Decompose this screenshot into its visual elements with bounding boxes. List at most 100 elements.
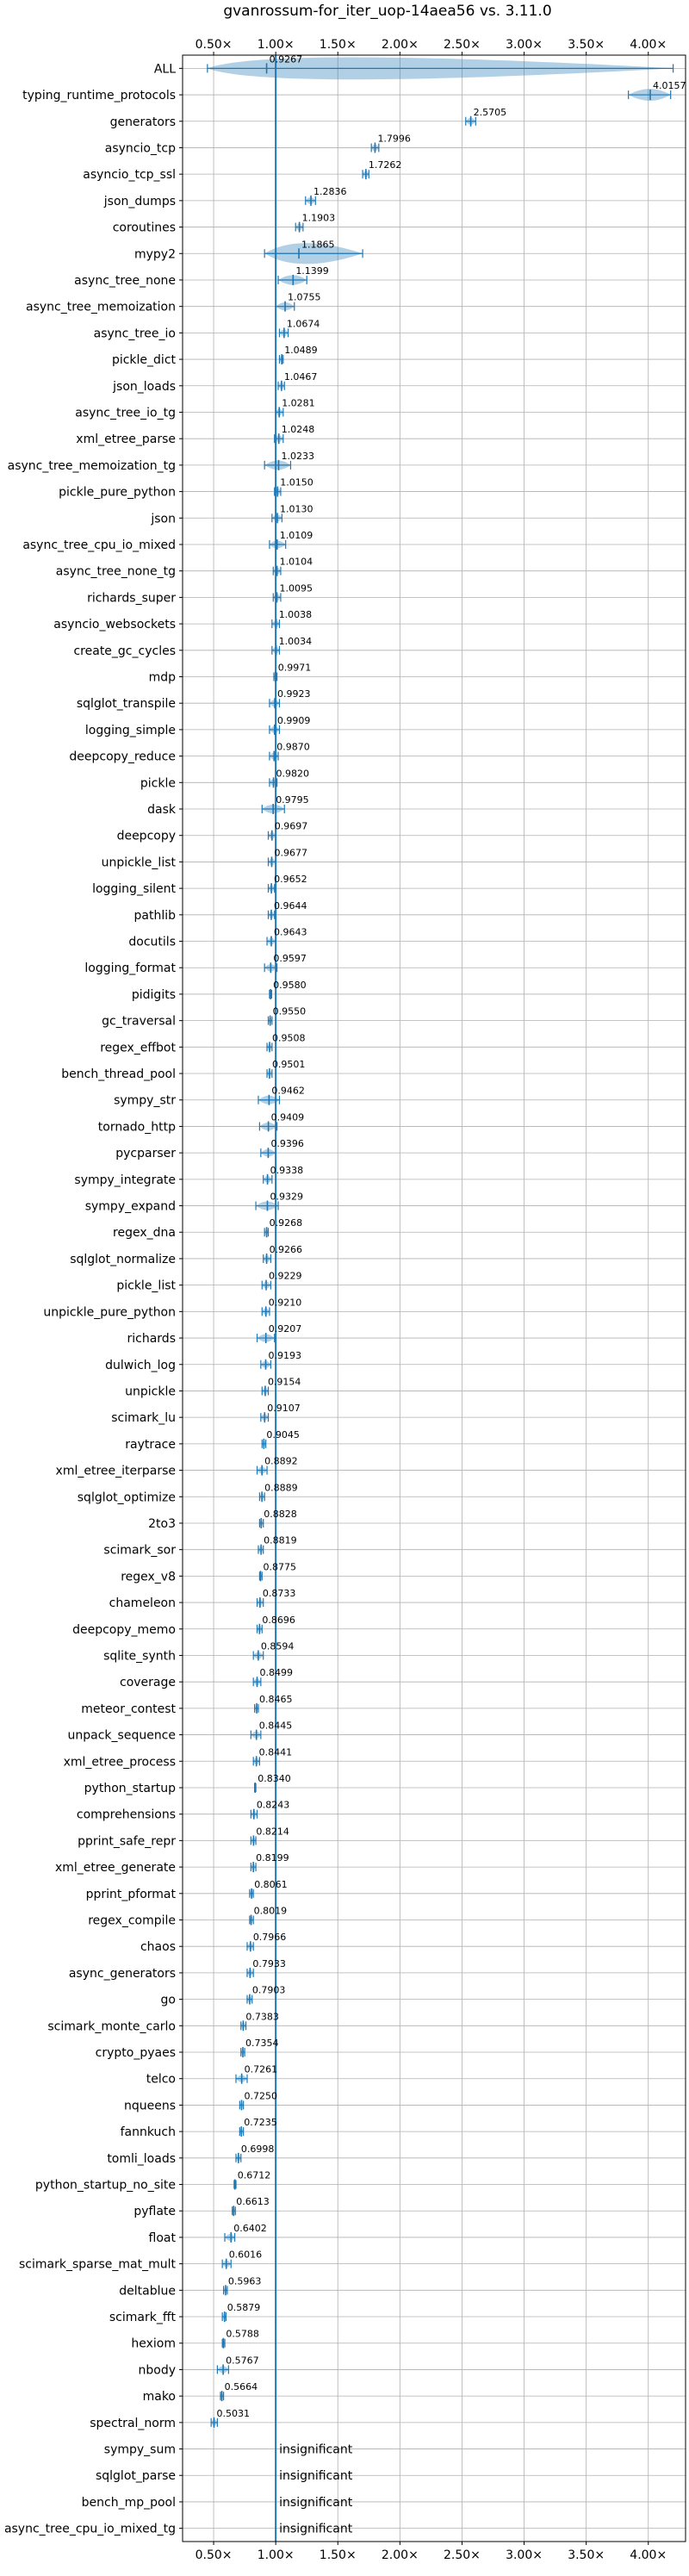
x-tick-label-top-6: 3.50× [568,38,605,52]
value-label-coroutines: 1.1903 [302,213,336,224]
category-label-asyncio_tcp_ssl: asyncio_tcp_ssl [83,168,176,182]
category-label-pathlib: pathlib [134,909,177,923]
category-label-scimark_fft: scimark_fft [109,2311,177,2324]
category-label-gc_traversal: gc_traversal [102,1015,176,1029]
category-label-ALL: ALL [154,62,176,76]
category-label-unpickle_list: unpickle_list [102,856,177,869]
category-label-xml_etree_parse: xml_etree_parse [76,432,176,446]
value-label-deepcopy_reduce: 0.9870 [276,742,310,753]
category-label-coverage: coverage [120,1676,176,1689]
value-label-regex_compile: 0.8019 [254,1906,288,1917]
category-label-comprehensions: comprehensions [77,1808,176,1822]
category-label-pickle_list: pickle_list [116,1279,176,1293]
category-label-python_startup: python_startup [84,1782,176,1795]
value-label-tomli_loads: 0.6998 [241,2144,275,2155]
category-label-regex_compile: regex_compile [88,1914,176,1928]
category-label-spectral_norm: spectral_norm [90,2417,176,2430]
x-tick-label-top-5: 3.00× [506,38,543,52]
category-label-json_dumps: json_dumps [103,195,176,208]
value-label-crypto_pyaes: 0.7354 [245,2038,279,2049]
value-label-chameleon: 0.8733 [263,1588,296,1599]
value-label-spectral_norm: 0.5031 [216,2408,250,2419]
value-label-scimark_sor: 0.8819 [264,1535,297,1546]
value-label-sympy_str: 0.9462 [271,1086,305,1097]
x-tick-label-bottom-3: 2.00× [382,2548,419,2562]
value-label-dask: 0.9795 [276,794,309,806]
chart-title: gvanrossum-for_iter_uop-14aea56 vs. 3.11… [223,3,551,20]
value-label-pycparser: 0.9396 [270,1138,304,1149]
category-label-xml_etree_process: xml_etree_process [64,1755,176,1769]
value-label-mako: 0.5664 [225,2381,258,2392]
category-label-pickle_dict: pickle_dict [112,353,177,367]
x-tick-label-bottom-2: 1.50× [320,2548,357,2562]
value-label-scimark_fft: 0.5879 [227,2302,261,2313]
value-label-json: 1.0130 [280,503,313,514]
value-label-xml_etree_iterparse: 0.8892 [264,1456,298,1467]
category-label-regex_dna: regex_dna [113,1226,176,1240]
category-label-asyncio_tcp: asyncio_tcp [105,141,176,155]
value-label-async_tree_cpu_io_mixed: 1.0109 [280,530,313,541]
value-label-xml_etree_parse: 1.0248 [282,424,315,435]
value-label-pickle: 0.9820 [276,768,310,779]
value-label-float: 0.6402 [233,2223,267,2234]
category-label-async_generators: async_generators [69,1967,176,1981]
value-label-unpack_sequence: 0.8445 [259,1720,293,1732]
value-label-logging_silent: 0.9652 [274,874,307,885]
insignificant-label-sympy_sum: insignificant [279,2443,353,2457]
value-label-mdp: 0.9971 [278,663,312,674]
category-label-fannkuch: fannkuch [121,2125,176,2139]
value-label-chaos: 0.7966 [253,1932,287,1943]
value-label-pickle_dict: 1.0489 [284,345,318,356]
category-label-raytrace: raytrace [125,1438,176,1452]
x-tick-label-bottom-5: 3.00× [506,2548,543,2562]
value-label-async_tree_memoization: 1.0755 [288,292,321,303]
category-label-pprint_pformat: pprint_pformat [86,1888,177,1901]
value-label-2to3: 0.8828 [264,1509,297,1520]
value-label-regex_v8: 0.8775 [263,1561,296,1572]
category-label-sqlite_synth: sqlite_synth [103,1649,176,1663]
value-label-deepcopy: 0.9697 [275,821,308,832]
value-label-coverage: 0.8499 [260,1667,294,1678]
value-label-bench_thread_pool: 0.9501 [272,1059,306,1070]
category-label-hexiom: hexiom [131,2337,176,2351]
category-label-unpickle: unpickle [125,1384,176,1398]
category-label-sympy_str: sympy_str [114,1094,176,1108]
x-tick-label-bottom-1: 1.00× [258,2548,295,2562]
category-label-async_tree_memoization: async_tree_memoization [26,301,176,314]
value-label-unpickle_pure_python: 0.9210 [269,1297,302,1308]
value-label-fannkuch: 0.7235 [244,2117,277,2128]
category-label-sympy_sum: sympy_sum [104,2443,176,2457]
value-label-logging_simple: 0.9909 [277,715,311,726]
x-tick-label-top-3: 2.00× [382,38,419,52]
value-label-python_startup_no_site: 0.6712 [238,2170,271,2181]
value-label-async_tree_io: 1.0674 [287,318,320,329]
category-label-pprint_safe_repr: pprint_safe_repr [78,1834,176,1848]
x-tick-label-top-1: 1.00× [258,38,295,52]
category-label-logging_format: logging_format [84,961,176,975]
category-label-bench_thread_pool: bench_thread_pool [61,1067,176,1081]
value-label-comprehensions: 0.8243 [257,1800,290,1811]
category-label-coroutines: coroutines [113,221,176,235]
category-label-pyflate: pyflate [133,2205,176,2218]
value-label-logging_format: 0.9597 [273,953,307,964]
category-label-chameleon: chameleon [109,1596,176,1610]
x-tick-label-bottom-6: 3.50× [568,2548,605,2562]
value-label-richards_super: 1.0095 [280,582,313,594]
value-label-unpickle: 0.9154 [268,1376,301,1387]
category-label-async_tree_none: async_tree_none [74,274,176,288]
value-label-scimark_sparse_mat_mult: 0.6016 [229,2249,263,2261]
category-label-scimark_sor: scimark_sor [103,1544,176,1558]
value-label-async_tree_memoization_tg: 1.0233 [282,451,315,462]
x-tick-label-bottom-4: 2.50× [444,2548,481,2562]
value-label-async_generators: 0.7933 [252,1958,286,1969]
category-label-dulwich_log: dulwich_log [105,1359,176,1372]
category-label-scimark_lu: scimark_lu [111,1411,176,1425]
category-label-regex_v8: regex_v8 [121,1570,176,1584]
category-label-mypy2: mypy2 [134,247,176,261]
plot-frame [182,54,686,2542]
x-tick-label-top-2: 1.50× [320,38,357,52]
category-label-regex_effbot: regex_effbot [100,1041,176,1055]
category-label-sqlglot_normalize: sqlglot_normalize [70,1253,176,1266]
category-label-nbody: nbody [139,2363,177,2377]
